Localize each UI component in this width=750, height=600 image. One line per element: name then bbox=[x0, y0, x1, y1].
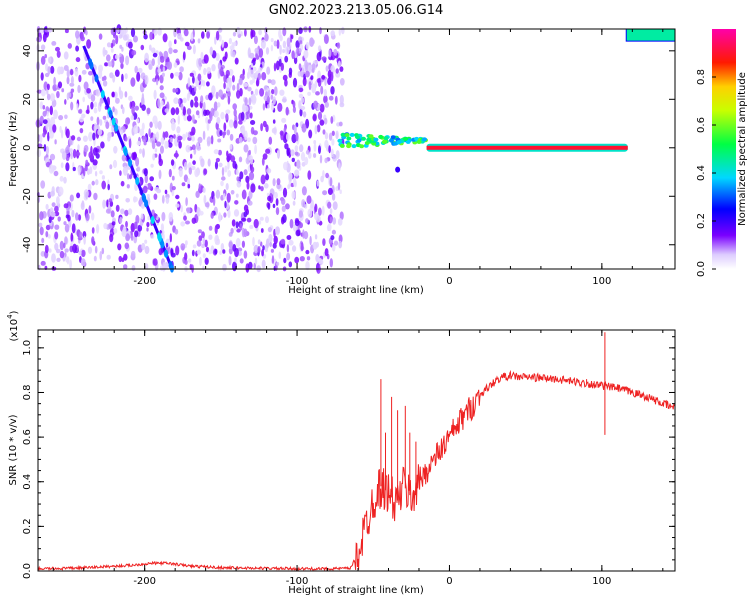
feature-onset-point bbox=[339, 143, 345, 148]
y-tick-label: 40 bbox=[22, 44, 33, 57]
colorbar-tick-label: 0.0 bbox=[696, 261, 707, 277]
x-tick-label: -200 bbox=[133, 576, 156, 587]
colorbar-tick-label: 0.4 bbox=[696, 165, 707, 181]
feature-onset-point bbox=[359, 144, 365, 149]
feature-streak-point bbox=[128, 158, 133, 167]
feature-streak-point bbox=[94, 74, 99, 83]
top-x-axis-ticks: -200 -100 0 100 bbox=[52, 29, 664, 287]
y-tick-label: 1.0 bbox=[22, 340, 33, 356]
feature-onset-point bbox=[388, 138, 394, 143]
top-plot-frame bbox=[37, 28, 676, 270]
feature-onset-point bbox=[361, 136, 366, 141]
y-tick-label: -20 bbox=[22, 188, 33, 204]
feature-streak-point bbox=[100, 90, 105, 99]
feature-onset-point bbox=[373, 137, 379, 142]
feature-onset-point bbox=[383, 136, 389, 141]
feature-onset-point bbox=[340, 132, 346, 137]
bottom-y-axis-ticks: 0.0 0.2 0.4 0.6 0.8 1.0 bbox=[22, 336, 675, 579]
bottom-plot-frame bbox=[37, 329, 676, 572]
feature-onset-point bbox=[396, 140, 402, 145]
colorbar-label: Normalized spectral amplitude bbox=[737, 72, 748, 226]
feature-streak-point bbox=[111, 117, 116, 126]
feature-onset-point bbox=[366, 137, 372, 142]
feature-onset-point bbox=[344, 133, 350, 137]
feature-onset-point bbox=[381, 139, 387, 144]
feature-onset-point bbox=[395, 166, 401, 173]
y-tick-label: 0 bbox=[22, 145, 33, 151]
x-tick-label: 0 bbox=[446, 276, 452, 287]
feature-onset-point bbox=[346, 136, 352, 141]
bottom-x-axis-label: Height of straight line (km) bbox=[288, 585, 424, 596]
feature-onset-point bbox=[346, 144, 352, 149]
x-tick-label: -100 bbox=[286, 576, 309, 587]
svg-text:(x104): (x104) bbox=[6, 310, 20, 341]
colorbar-tick-label: 0.2 bbox=[696, 213, 707, 229]
bottom-y-axis-label: SNR (10 * v/v) bbox=[8, 414, 19, 485]
colorbar-tick-label: 0.8 bbox=[696, 69, 707, 85]
feature-onset-point bbox=[422, 137, 428, 142]
y-tick-label: 20 bbox=[22, 93, 33, 106]
feature-streak-point bbox=[123, 148, 128, 157]
feature-onset-point bbox=[349, 132, 355, 137]
feature-onset-point bbox=[356, 138, 362, 143]
feature-onset-point bbox=[355, 135, 360, 140]
feature-onset-point bbox=[390, 135, 396, 140]
feature-streak-point bbox=[144, 199, 149, 208]
x-tick-label: -100 bbox=[286, 276, 309, 287]
y-scale-exponent: 4 bbox=[6, 314, 14, 319]
y-tick-label: 0.2 bbox=[22, 518, 33, 534]
feature-onset-point bbox=[378, 134, 384, 139]
feature-onset-point bbox=[368, 134, 374, 139]
x-tick-label: 100 bbox=[592, 576, 611, 587]
colorbar: 0.0 0.2 0.4 0.6 0.8 Normalized spectral ampl… bbox=[696, 29, 748, 277]
bottom-x-axis-ticks: -200 -100 0 100 bbox=[52, 330, 664, 587]
feature-streak-point bbox=[108, 109, 113, 118]
colorbar-tick-label: 0.6 bbox=[696, 117, 707, 133]
feature-streak-point bbox=[164, 249, 169, 258]
figure-title: GN02.2023.213.05.06.G14 bbox=[269, 3, 444, 18]
feature-streak-point bbox=[88, 58, 93, 67]
y-tick-label: 0.6 bbox=[22, 429, 33, 445]
snr-series-line bbox=[37, 369, 675, 572]
x-tick-label: -200 bbox=[133, 276, 156, 287]
top-y-axis-ticks: -40 -20 0 20 40 bbox=[22, 44, 675, 253]
feature-diagonal-streak bbox=[82, 45, 174, 270]
spectral-features-layer bbox=[82, 28, 676, 273]
y-tick-label: 0.8 bbox=[22, 385, 33, 401]
bottom-plot-background bbox=[38, 330, 675, 571]
snr-noise-spikes bbox=[380, 332, 606, 501]
feature-onset-point bbox=[351, 144, 357, 149]
top-x-axis-label: Height of straight line (km) bbox=[288, 285, 424, 296]
feature-onset-point bbox=[405, 139, 411, 144]
feature-onset-point bbox=[337, 138, 343, 143]
x-tick-label: 100 bbox=[592, 276, 611, 287]
colorbar-gradient bbox=[712, 29, 736, 269]
y-scale-prefix: (x10 bbox=[9, 319, 20, 342]
top-y-axis-label: Frequency (Hz) bbox=[8, 111, 19, 187]
colorbar-ticks: 0.0 0.2 0.4 0.6 0.8 bbox=[696, 69, 716, 277]
y-tick-label: -40 bbox=[22, 237, 33, 253]
bottom-panel: -200 -100 0 100 0.0 0.2 0.4 0.6 0.8 1.0 Height o… bbox=[6, 310, 676, 596]
x-tick-label: 0 bbox=[446, 576, 452, 587]
feature-carrier-line bbox=[426, 145, 628, 150]
y-tick-label: 0.0 bbox=[22, 563, 33, 579]
feature-top-right-band bbox=[625, 28, 676, 42]
feature-onset-point bbox=[416, 139, 422, 144]
bottom-y-scale-note: (x104) bbox=[6, 310, 20, 341]
feature-streak-point bbox=[135, 177, 140, 186]
feature-onset-point bbox=[403, 136, 409, 141]
feature-onset-point bbox=[414, 136, 420, 141]
feature-streak-point bbox=[157, 234, 162, 243]
feature-onset-point bbox=[364, 141, 370, 145]
feature-streak-point bbox=[150, 216, 155, 225]
feature-streak-point bbox=[114, 123, 119, 132]
y-tick-label: 0.4 bbox=[22, 474, 33, 490]
